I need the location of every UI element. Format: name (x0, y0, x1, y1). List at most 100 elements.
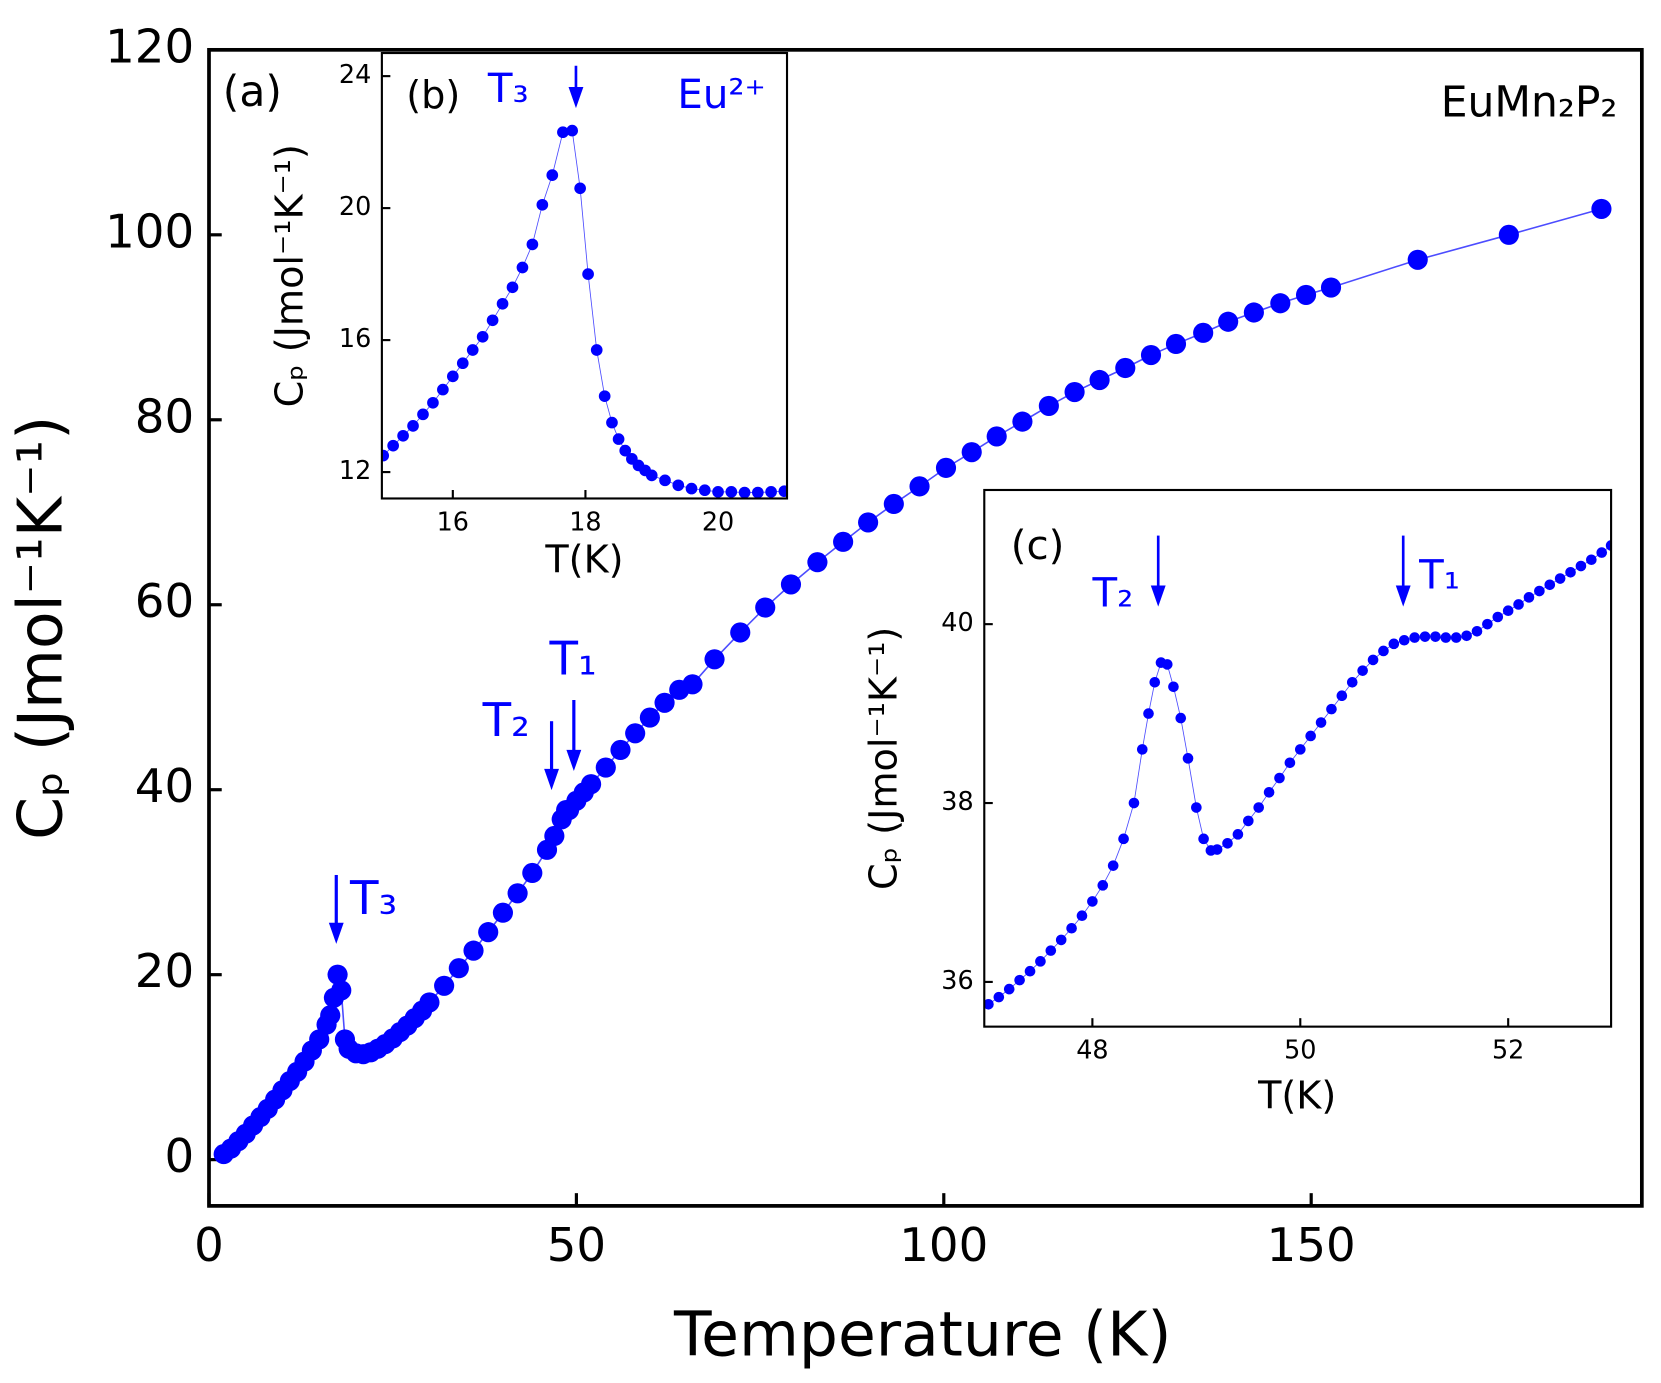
data-point (1482, 618, 1493, 630)
data-point (1165, 333, 1187, 355)
data-point (387, 439, 399, 452)
data-point (606, 416, 618, 429)
annotation: Eu²⁺ (677, 71, 765, 118)
data-point (1407, 249, 1428, 270)
y-axis-label: Cₚ (Jmol⁻¹K⁻¹) (862, 627, 906, 890)
y-tick-label: 24 (339, 60, 371, 90)
data-point (1175, 712, 1187, 724)
data-point (536, 198, 549, 211)
data-point (466, 344, 479, 356)
panel: 16 18 20 12 16 20 24 T(K) Cₚ (Jmol⁻¹K⁻¹) (b) T₃ Eu²… (268, 51, 789, 583)
data-point (1107, 860, 1119, 871)
data-point (446, 370, 459, 383)
data-point (1274, 772, 1285, 784)
annotation: T₂ (482, 694, 530, 748)
data-point (381, 449, 390, 462)
x-tick-label: 150 (1267, 1219, 1356, 1273)
data-point (496, 297, 509, 310)
data-point (417, 408, 429, 421)
data-point (1232, 829, 1244, 840)
data-point (984, 998, 994, 1010)
data-point (1575, 560, 1587, 572)
annotation: T₁ (1418, 552, 1460, 599)
data-point (516, 261, 529, 274)
annotation-arrowhead (544, 768, 559, 791)
annotation: T₁ (548, 633, 596, 687)
data-point (1191, 802, 1202, 813)
annotation: (c) (1011, 522, 1065, 569)
data-point (574, 182, 586, 195)
data-point (780, 574, 802, 595)
data-point (1253, 802, 1265, 813)
data-point (1064, 381, 1085, 403)
data-point (752, 486, 764, 499)
data-point (456, 357, 469, 370)
data-point (1320, 277, 1342, 298)
annotation-arrowhead (328, 922, 344, 944)
data-point (1243, 302, 1264, 323)
data-point (1045, 945, 1057, 956)
data-point (331, 980, 352, 1001)
data-point (1450, 632, 1462, 643)
x-tick-label: 52 (1492, 1035, 1524, 1065)
data-point (1149, 676, 1161, 688)
data-point (1193, 322, 1214, 343)
annotation: T₃ (349, 872, 397, 926)
data-point (704, 649, 725, 670)
data-point (698, 484, 711, 497)
data-point (738, 486, 751, 499)
data-point (730, 622, 751, 643)
annotation: T₃ (487, 65, 529, 112)
data-point (1565, 566, 1576, 578)
y-axis-label: Cₚ (Jmol⁻¹K⁻¹) (5, 416, 77, 840)
data-point (1012, 411, 1033, 432)
data-point (1295, 284, 1317, 306)
x-axis-label: T(K) (544, 539, 623, 583)
data-point (858, 512, 879, 533)
data-point (1076, 910, 1088, 922)
data-point (619, 444, 632, 457)
data-point (1143, 708, 1154, 719)
data-point (1315, 717, 1327, 728)
y-tick-label: 20 (339, 192, 371, 222)
y-tick-label: 60 (135, 575, 194, 629)
annotation: (b) (406, 74, 460, 118)
data-point (1136, 744, 1148, 755)
data-point (682, 674, 703, 695)
data-point (1128, 797, 1140, 809)
data-point (1182, 753, 1194, 764)
data-point (1605, 540, 1612, 551)
data-point (1471, 626, 1483, 637)
data-point (448, 958, 469, 979)
x-tick-label: 48 (1076, 1035, 1108, 1065)
data-point (1118, 833, 1129, 845)
data-point (1035, 956, 1046, 967)
data-point (476, 330, 489, 343)
data-point (778, 485, 788, 498)
data-point (427, 396, 439, 409)
data-point (1440, 632, 1452, 643)
data-point (612, 433, 625, 445)
x-axis-label: Temperature (K) (673, 1298, 1171, 1370)
y-axis-label: Cₚ (Jmol⁻¹K⁻¹) (268, 144, 312, 407)
data-point (1388, 638, 1400, 650)
annotation-arrowhead (1150, 585, 1166, 607)
data-point (1284, 757, 1296, 769)
annotation-arrowhead (1395, 585, 1411, 607)
data-point (1492, 611, 1504, 623)
data-point (522, 862, 543, 884)
data-point (883, 493, 904, 515)
data-point (1038, 395, 1059, 416)
data-point (1161, 659, 1173, 670)
data-point (1222, 837, 1233, 849)
data-point (397, 429, 409, 442)
x-tick-label: 18 (569, 507, 601, 537)
data-point (1294, 744, 1306, 755)
annotation-arrowhead (568, 86, 584, 109)
x-tick-label: 50 (547, 1219, 606, 1273)
data-point (725, 486, 738, 498)
data-point (1089, 369, 1110, 391)
data-point (507, 883, 528, 904)
